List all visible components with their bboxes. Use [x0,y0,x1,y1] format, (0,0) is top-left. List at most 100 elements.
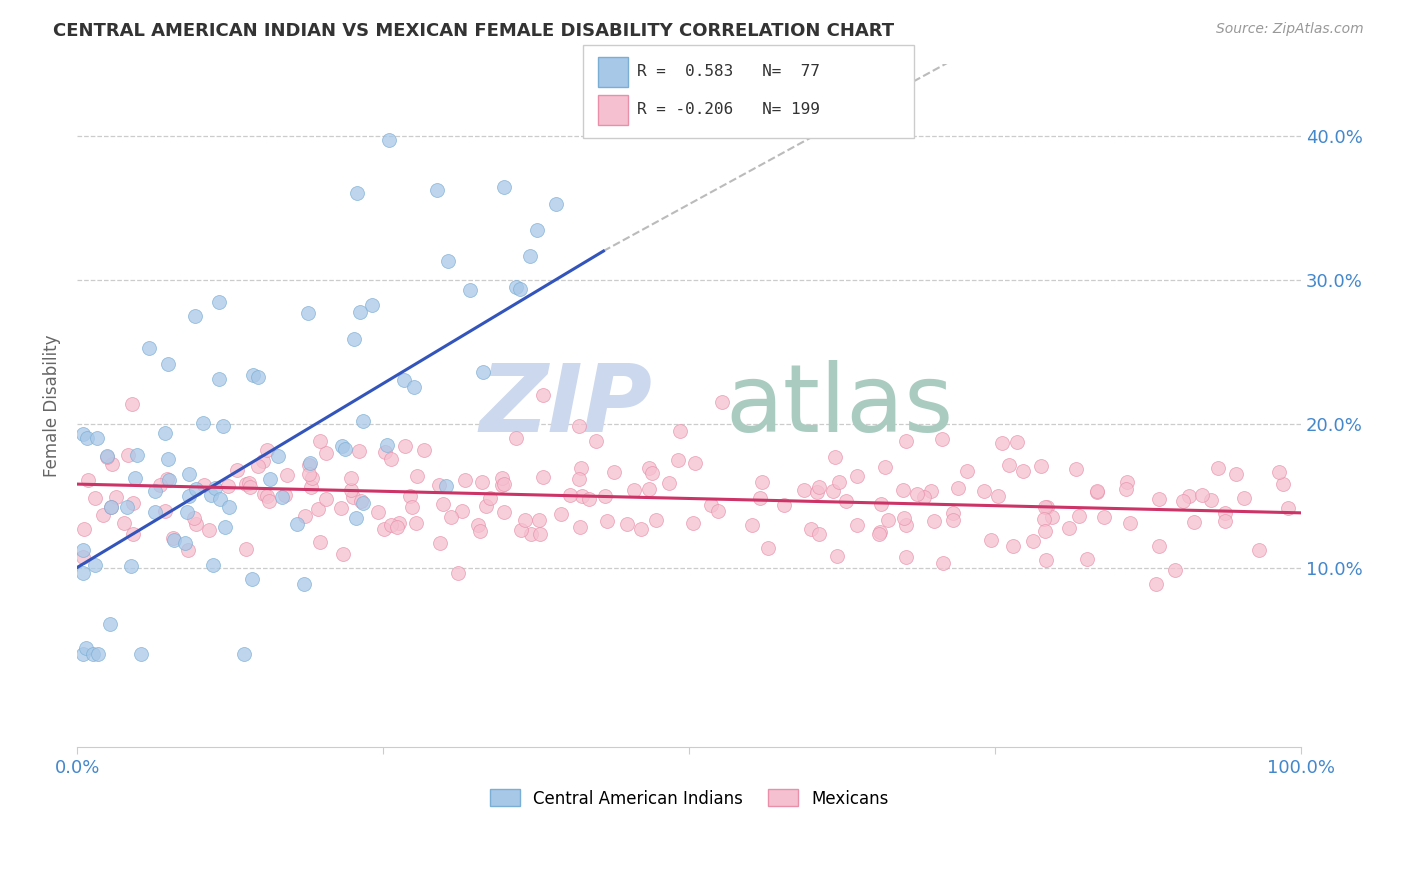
Point [401,500,423,514]
Point [112,516,135,530]
Point [1092,509,1115,524]
Point [184,309,207,323]
Point [942,506,965,520]
Point [1118,516,1140,530]
Text: Source: ZipAtlas.com: Source: ZipAtlas.com [1216,22,1364,37]
Point [558,488,581,502]
Point [1012,464,1035,478]
Point [519,527,541,541]
Point [246,459,269,474]
Point [197,524,219,538]
Point [568,418,591,433]
Point [987,490,1010,504]
Point [1022,533,1045,548]
Point [247,370,270,384]
Point [666,453,689,467]
Point [1069,509,1091,524]
Point [256,443,278,458]
Point [378,133,401,147]
Point [153,504,176,518]
Point [226,462,249,476]
Point [156,357,179,371]
Point [1233,491,1256,505]
Point [125,448,148,462]
Point [156,472,179,486]
Point [156,452,179,467]
Point [1277,501,1299,516]
Point [641,467,664,481]
Point [942,513,965,527]
Point [294,508,316,523]
Point [155,425,177,440]
Point [179,467,201,482]
Point [233,647,256,661]
Point [808,480,831,494]
Point [174,536,197,550]
Point [76,473,98,487]
Point [1033,524,1056,539]
Point [472,365,495,379]
Point [1247,542,1270,557]
Point [200,488,222,502]
Point [807,526,830,541]
Point [669,424,692,438]
Point [931,557,953,571]
Point [912,490,935,504]
Point [242,368,264,382]
Point [875,459,897,474]
Point [191,417,214,431]
Point [835,494,858,508]
Point [347,444,370,458]
Point [440,510,463,524]
Point [1191,488,1213,502]
Point [214,520,236,534]
Point [505,280,527,294]
Point [630,522,652,536]
Point [699,498,721,512]
Point [349,305,371,319]
Point [100,500,122,515]
Point [956,464,979,478]
Point [212,418,235,433]
Point [531,388,554,402]
Point [375,438,398,452]
Point [596,514,619,528]
Point [1206,461,1229,475]
Point [772,498,794,512]
Point [1199,492,1222,507]
Point [1035,552,1057,566]
Point [184,482,207,496]
Point [1268,465,1291,479]
Point [235,542,257,557]
Point [1164,563,1187,577]
Point [72,543,94,558]
Point [509,282,531,296]
Point [367,505,389,519]
Point [973,484,995,499]
Point [373,523,395,537]
Point [387,520,409,534]
Point [1182,515,1205,529]
Point [202,558,225,573]
Point [1116,475,1139,490]
Point [307,501,329,516]
Point [491,471,513,485]
Point [342,490,364,504]
Point [339,483,361,497]
Point [585,434,607,449]
Point [578,492,600,507]
Point [529,527,551,541]
Point [1149,491,1171,506]
Point [235,476,257,491]
Point [569,461,592,475]
Point [616,516,638,531]
Point [299,456,322,470]
Point [252,486,274,500]
Point [1173,493,1195,508]
Point [270,490,292,504]
Point [623,483,645,497]
Point [446,566,468,580]
Point [526,222,548,236]
Point [98,617,121,632]
Point [129,647,152,661]
